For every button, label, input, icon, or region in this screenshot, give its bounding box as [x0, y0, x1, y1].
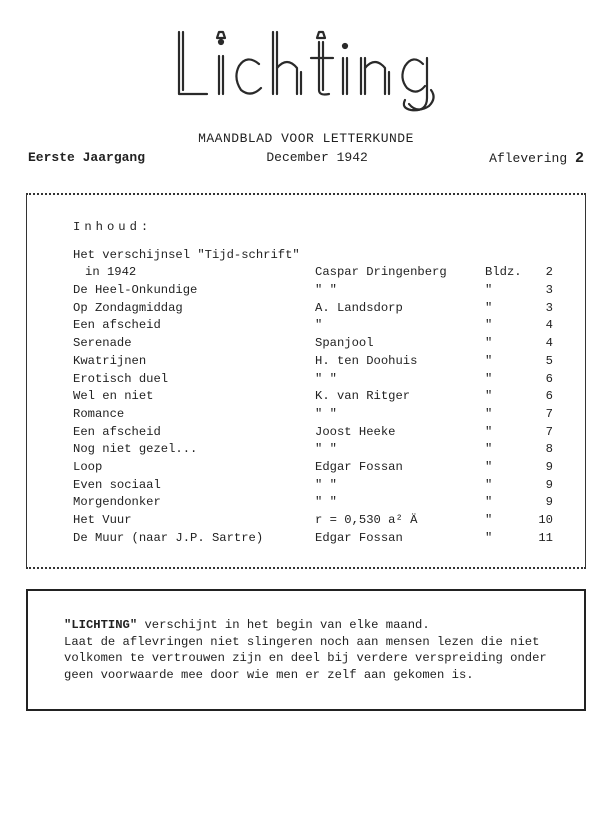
toc-title: Erotisch duel: [73, 371, 315, 389]
issue-label: Aflevering: [489, 151, 567, 166]
toc-row: Even sociaal" ""9: [73, 477, 557, 495]
toc-row: LoopEdgar Fossan"9: [73, 459, 557, 477]
toc-page-label: ": [485, 388, 529, 406]
toc-box: Inhoud: Het verschijnsel "Tijd-schrift"i…: [26, 193, 586, 569]
toc-title: Romance: [73, 406, 315, 424]
toc-row: Nog niet gezel..." ""8: [73, 441, 557, 459]
toc-page-label: ": [485, 406, 529, 424]
notice-body: Laat de aflevringen niet slingeren noch …: [64, 635, 547, 682]
toc-title: Even sociaal: [73, 477, 315, 495]
toc-page-label: ": [485, 300, 529, 318]
toc-page-label: ": [485, 477, 529, 495]
toc-page-number: 9: [529, 494, 553, 512]
toc-page-number: 4: [529, 335, 553, 353]
toc-title: Het verschijnsel "Tijd-schrift"in 1942: [73, 247, 315, 282]
toc-title: Nog niet gezel...: [73, 441, 315, 459]
toc-author: H. ten Doohuis: [315, 353, 485, 371]
toc-row: De Muur (naar J.P. Sartre)Edgar Fossan"1…: [73, 530, 557, 548]
toc-author: Edgar Fossan: [315, 530, 485, 548]
toc-page-number: 11: [529, 530, 553, 548]
toc-page-number: 4: [529, 317, 553, 335]
toc-row: Op ZondagmiddagA. Landsdorp"3: [73, 300, 557, 318]
toc-author: r = 0,530 a² Ä: [315, 512, 485, 530]
toc-page-label: ": [485, 424, 529, 442]
toc-row: Een afscheidJoost Heeke"7: [73, 424, 557, 442]
toc-title: Loop: [73, 459, 315, 477]
toc-page-label: ": [485, 530, 529, 548]
toc-title: De Heel-Onkundige: [73, 282, 315, 300]
toc-title: Een afscheid: [73, 317, 315, 335]
toc-page-number: 7: [529, 424, 553, 442]
masthead-logo: [161, 24, 451, 116]
notice-box: "LICHTING" verschijnt in het begin van e…: [26, 589, 586, 711]
toc-author: " ": [315, 441, 485, 459]
toc-row: Erotisch duel" ""6: [73, 371, 557, 389]
toc-page-number: 6: [529, 388, 553, 406]
toc-author: " ": [315, 371, 485, 389]
toc-page-label: ": [485, 317, 529, 335]
toc-page-number: 6: [529, 371, 553, 389]
toc-page-number: 7: [529, 406, 553, 424]
toc-title: Een afscheid: [73, 424, 315, 442]
toc-author: ": [315, 317, 485, 335]
issue-number: Aflevering 2: [489, 150, 584, 167]
toc-page-label: ": [485, 353, 529, 371]
notice-line1: verschijnt in het begin van elke maand.: [137, 618, 430, 632]
toc-author: " ": [315, 282, 485, 300]
toc-row: Morgendonker" ""9: [73, 494, 557, 512]
toc-page-number: 2: [529, 247, 553, 282]
toc-title: Serenade: [73, 335, 315, 353]
toc-title: Wel en niet: [73, 388, 315, 406]
toc-author: " ": [315, 406, 485, 424]
toc-page-label: ": [485, 459, 529, 477]
toc-author: A. Landsdorp: [315, 300, 485, 318]
toc-author: Caspar Dringenberg: [315, 247, 485, 282]
toc-row: Het verschijnsel "Tijd-schrift"in 1942Ca…: [73, 247, 557, 282]
toc-row: SerenadeSpanjool"4: [73, 335, 557, 353]
toc-page-number: 9: [529, 459, 553, 477]
toc-title: Op Zondagmiddag: [73, 300, 315, 318]
toc-page-number: 5: [529, 353, 553, 371]
toc-page-number: 8: [529, 441, 553, 459]
toc-author: K. van Ritger: [315, 388, 485, 406]
toc-title: Het Vuur: [73, 512, 315, 530]
toc-title: Kwatrijnen: [73, 353, 315, 371]
toc-author: Joost Heeke: [315, 424, 485, 442]
toc-page-number: 3: [529, 300, 553, 318]
toc-page-number: 9: [529, 477, 553, 495]
toc-page-label: ": [485, 282, 529, 300]
toc-page-label: ": [485, 494, 529, 512]
toc-row: Het Vuurr = 0,530 a² Ä"10: [73, 512, 557, 530]
toc-title: De Muur (naar J.P. Sartre): [73, 530, 315, 548]
toc-row: Wel en nietK. van Ritger"6: [73, 388, 557, 406]
toc-heading: Inhoud:: [73, 219, 557, 237]
toc-page-label: ": [485, 441, 529, 459]
toc-page-label: Bldz.: [485, 247, 529, 282]
header-row: Eerste Jaargang December 1942 Aflevering…: [26, 150, 586, 167]
toc-page-label: ": [485, 512, 529, 530]
toc-row: KwatrijnenH. ten Doohuis"5: [73, 353, 557, 371]
toc-page-label: ": [485, 335, 529, 353]
document-page: MAANDBLAD VOOR LETTERKUNDE Eerste Jaarga…: [0, 0, 612, 823]
toc-page-number: 10: [529, 512, 553, 530]
toc-author: " ": [315, 494, 485, 512]
toc-author: Edgar Fossan: [315, 459, 485, 477]
toc-row: Een afscheid""4: [73, 317, 557, 335]
toc-author: Spanjool: [315, 335, 485, 353]
toc-page-label: ": [485, 371, 529, 389]
issue-num: 2: [575, 150, 584, 167]
volume-label: Eerste Jaargang: [28, 150, 145, 167]
subtitle: MAANDBLAD VOOR LETTERKUNDE: [26, 131, 586, 146]
issue-date: December 1942: [266, 150, 367, 167]
toc-row: De Heel-Onkundige" ""3: [73, 282, 557, 300]
toc-row: Romance" ""7: [73, 406, 557, 424]
toc-page-number: 3: [529, 282, 553, 300]
notice-title: "LICHTING": [64, 618, 137, 632]
toc-author: " ": [315, 477, 485, 495]
toc-title: Morgendonker: [73, 494, 315, 512]
masthead: [26, 24, 586, 121]
toc-list: Het verschijnsel "Tijd-schrift"in 1942Ca…: [73, 247, 557, 548]
